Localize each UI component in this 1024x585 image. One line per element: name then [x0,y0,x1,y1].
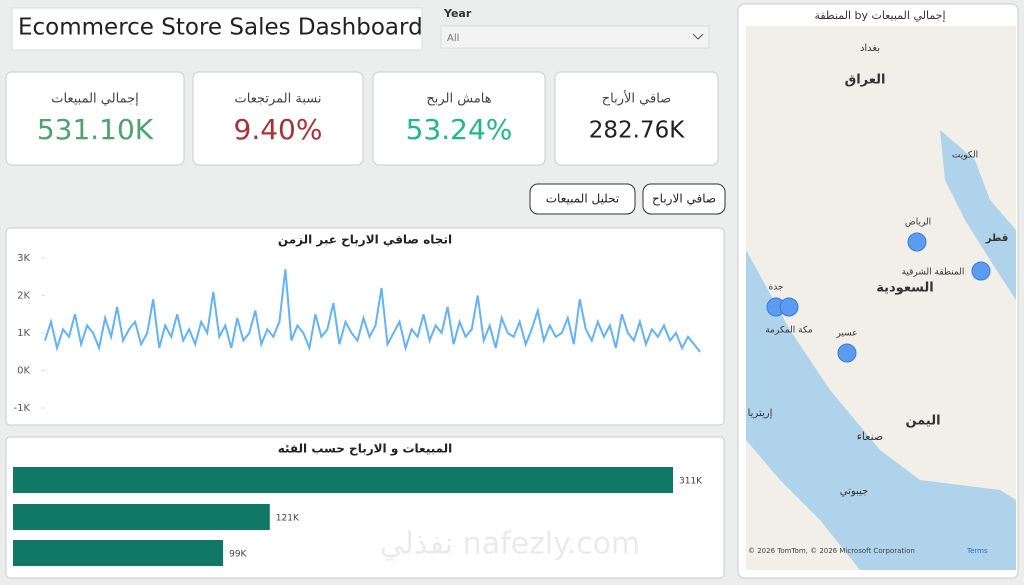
gulf [940,130,1016,300]
map-place-label: إريتريا [748,408,773,419]
map-place-label: جيبوتي [840,486,869,497]
dashboard-title: Ecommerce Store Sales Dashboard [18,15,423,41]
kpi-value: 282.76K [589,118,685,144]
map-place-label: قطر [985,233,1009,244]
map-terms[interactable]: Terms [966,547,988,555]
kpi-value: 531.10K [37,113,154,146]
map-attribution: © 2026 TomTom, © 2026 Microsoft Corporat… [748,547,915,555]
bar [13,540,224,566]
y-tick-label: -1K [13,403,30,414]
map-bubble[interactable] [837,343,857,363]
map-bubble[interactable] [907,232,927,252]
chart-title: اتجاه صافي الارباح عبر الزمن [278,233,452,247]
map-title: المنطقة by إجمالي المبيعات [814,9,945,22]
map-place-label: المنطقة الشرقية [902,268,965,278]
nav-button[interactable] [529,183,636,215]
kpi-label: نسبة المرتجعات [235,92,322,107]
kpi-card [192,71,364,166]
watermark: نفذلي nafezly.com [380,527,641,562]
kpi-value: 53.24% [406,113,513,146]
y-tick-label: 1K [17,328,30,339]
red-sea [746,250,1016,570]
kpi-card [372,71,546,166]
map-place-label: العراق [845,73,886,88]
button-label[interactable]: تحليل المبيعات [546,192,620,206]
kpi-label: إجمالي المبيعات [51,92,138,107]
line-panel [5,227,725,426]
map-bubble[interactable] [779,297,799,317]
bar [13,504,270,530]
dropdown-arrow [692,33,704,40]
kpi-card [554,71,719,166]
filter-value: All [447,33,459,44]
y-tick-label: 0K [17,366,30,377]
data-label: 311K [679,477,703,487]
map-place-label: مكة المكرمة [765,326,813,336]
map-bubble[interactable] [971,261,991,281]
kpi-value: 9.40% [234,113,323,146]
button-label[interactable]: صافي الارباح [652,192,716,207]
kpi-card [5,71,185,166]
map-place-label: بغداد [860,43,880,54]
kpi-label: صافي الأرباح [602,90,671,107]
map-place-label: عسير [835,329,857,339]
nav-button[interactable] [642,183,726,215]
map-place-label: السعودية [876,281,934,296]
y-tick-label: 3K [17,253,30,264]
filter-label: Year [443,7,472,20]
map-place-label: اليمن [905,414,940,429]
y-tick-label: 2K [17,291,30,302]
chart-title: المبيعات و الارباح حسب الفئه [278,442,453,457]
map-place-label: جدة [768,283,783,293]
map-place-label: الكويت [952,151,978,161]
line-series [44,269,701,353]
data-label: 121K [276,514,300,524]
map-place-label: صنعاء [857,430,884,443]
kpi-label: هامش الربح [426,92,491,107]
map-place-label: الرياض [905,218,931,228]
bar [13,467,673,493]
filter-dropdown[interactable] [440,25,710,49]
title-box [11,7,423,51]
data-label: 99K [229,550,247,560]
